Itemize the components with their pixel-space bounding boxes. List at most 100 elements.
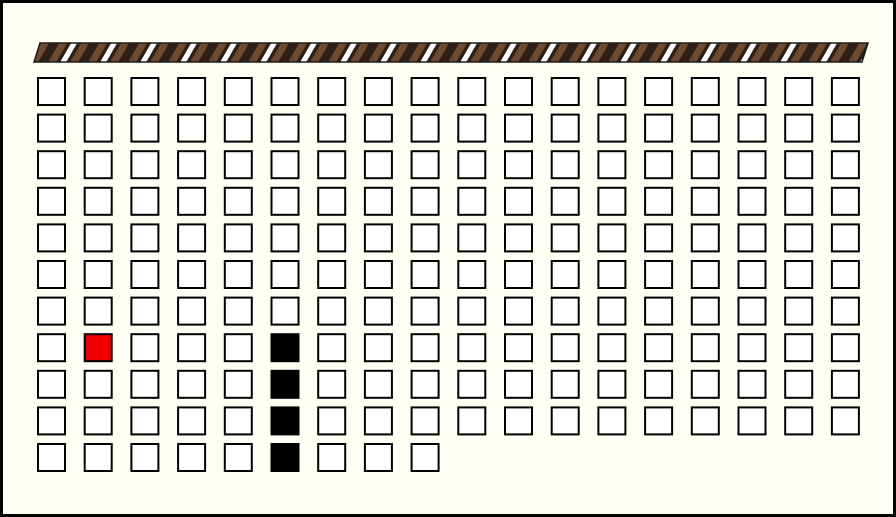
cell-empty[interactable] bbox=[317, 113, 347, 143]
cell-empty[interactable] bbox=[830, 150, 860, 180]
cell-empty[interactable] bbox=[784, 150, 814, 180]
cell-empty[interactable] bbox=[223, 369, 253, 399]
cell-empty[interactable] bbox=[37, 77, 66, 106]
cell-empty[interactable] bbox=[737, 406, 767, 436]
cell-black[interactable] bbox=[270, 443, 300, 472]
cell-empty[interactable] bbox=[37, 150, 66, 180]
cell-empty[interactable] bbox=[270, 186, 300, 216]
cell-empty[interactable] bbox=[83, 223, 113, 253]
cell-empty[interactable] bbox=[270, 260, 300, 289]
cell-empty[interactable] bbox=[550, 333, 580, 363]
cell-empty[interactable] bbox=[177, 223, 207, 253]
cell-empty[interactable] bbox=[457, 369, 487, 399]
cell-empty[interactable] bbox=[597, 296, 627, 326]
cell-empty[interactable] bbox=[597, 77, 627, 106]
cell-empty[interactable] bbox=[363, 260, 393, 289]
cell-empty[interactable] bbox=[317, 369, 347, 399]
cell-empty[interactable] bbox=[410, 150, 440, 180]
cell-empty[interactable] bbox=[550, 150, 580, 180]
cell-empty[interactable] bbox=[644, 186, 674, 216]
cell-empty[interactable] bbox=[37, 333, 66, 363]
cell-empty[interactable] bbox=[363, 443, 393, 472]
cell-empty[interactable] bbox=[597, 406, 627, 436]
cell-empty[interactable] bbox=[177, 77, 207, 106]
cell-empty[interactable] bbox=[690, 77, 720, 106]
cell-empty[interactable] bbox=[317, 150, 347, 180]
cell-empty[interactable] bbox=[644, 333, 674, 363]
cell-empty[interactable] bbox=[644, 369, 674, 399]
cell-empty[interactable] bbox=[830, 296, 860, 326]
cell-empty[interactable] bbox=[270, 77, 300, 106]
cell-empty[interactable] bbox=[83, 443, 113, 472]
cell-empty[interactable] bbox=[223, 296, 253, 326]
cell-empty[interactable] bbox=[130, 296, 160, 326]
cell-empty[interactable] bbox=[177, 369, 207, 399]
cell-empty[interactable] bbox=[410, 443, 440, 472]
cell-empty[interactable] bbox=[270, 150, 300, 180]
cell-black[interactable] bbox=[270, 333, 300, 363]
cell-empty[interactable] bbox=[177, 333, 207, 363]
cell-empty[interactable] bbox=[737, 77, 767, 106]
cell-empty[interactable] bbox=[504, 260, 533, 289]
cell-empty[interactable] bbox=[177, 113, 207, 143]
cell-empty[interactable] bbox=[784, 369, 814, 399]
cell-empty[interactable] bbox=[363, 296, 393, 326]
cell-empty[interactable] bbox=[784, 406, 814, 436]
cell-empty[interactable] bbox=[644, 223, 674, 253]
cell-empty[interactable] bbox=[317, 260, 347, 289]
cell-empty[interactable] bbox=[130, 223, 160, 253]
cell-empty[interactable] bbox=[597, 223, 627, 253]
cell-empty[interactable] bbox=[317, 77, 347, 106]
cell-empty[interactable] bbox=[37, 260, 66, 289]
cell-empty[interactable] bbox=[644, 113, 674, 143]
cell-empty[interactable] bbox=[550, 296, 580, 326]
cell-empty[interactable] bbox=[784, 296, 814, 326]
cell-empty[interactable] bbox=[130, 186, 160, 216]
cell-empty[interactable] bbox=[223, 77, 253, 106]
cell-empty[interactable] bbox=[690, 296, 720, 326]
cell-empty[interactable] bbox=[737, 223, 767, 253]
cell-empty[interactable] bbox=[223, 150, 253, 180]
cell-empty[interactable] bbox=[644, 77, 674, 106]
cell-empty[interactable] bbox=[177, 260, 207, 289]
cell-empty[interactable] bbox=[597, 186, 627, 216]
cell-empty[interactable] bbox=[737, 150, 767, 180]
cell-empty[interactable] bbox=[177, 296, 207, 326]
cell-empty[interactable] bbox=[597, 150, 627, 180]
cell-empty[interactable] bbox=[177, 443, 207, 472]
cell-empty[interactable] bbox=[223, 113, 253, 143]
cell-empty[interactable] bbox=[457, 77, 487, 106]
cell-empty[interactable] bbox=[830, 186, 860, 216]
cell-empty[interactable] bbox=[363, 77, 393, 106]
cell-empty[interactable] bbox=[270, 223, 300, 253]
cell-empty[interactable] bbox=[737, 333, 767, 363]
cell-empty[interactable] bbox=[597, 113, 627, 143]
cell-empty[interactable] bbox=[223, 333, 253, 363]
cell-empty[interactable] bbox=[130, 369, 160, 399]
cell-empty[interactable] bbox=[83, 369, 113, 399]
cell-empty[interactable] bbox=[690, 369, 720, 399]
cell-empty[interactable] bbox=[784, 77, 814, 106]
cell-empty[interactable] bbox=[784, 113, 814, 143]
cell-empty[interactable] bbox=[410, 406, 440, 436]
cell-empty[interactable] bbox=[83, 406, 113, 436]
cell-empty[interactable] bbox=[504, 406, 533, 436]
cell-empty[interactable] bbox=[410, 296, 440, 326]
cell-empty[interactable] bbox=[37, 406, 66, 436]
cell-empty[interactable] bbox=[363, 369, 393, 399]
cell-empty[interactable] bbox=[37, 223, 66, 253]
cell-empty[interactable] bbox=[690, 223, 720, 253]
cell-empty[interactable] bbox=[410, 77, 440, 106]
cell-empty[interactable] bbox=[504, 369, 533, 399]
cell-empty[interactable] bbox=[690, 333, 720, 363]
cell-empty[interactable] bbox=[223, 443, 253, 472]
cell-empty[interactable] bbox=[37, 186, 66, 216]
cell-empty[interactable] bbox=[37, 296, 66, 326]
cell-empty[interactable] bbox=[550, 77, 580, 106]
cell-empty[interactable] bbox=[130, 150, 160, 180]
cell-empty[interactable] bbox=[363, 113, 393, 143]
cell-empty[interactable] bbox=[83, 296, 113, 326]
cell-empty[interactable] bbox=[317, 223, 347, 253]
cell-empty[interactable] bbox=[223, 186, 253, 216]
cell-empty[interactable] bbox=[504, 296, 533, 326]
